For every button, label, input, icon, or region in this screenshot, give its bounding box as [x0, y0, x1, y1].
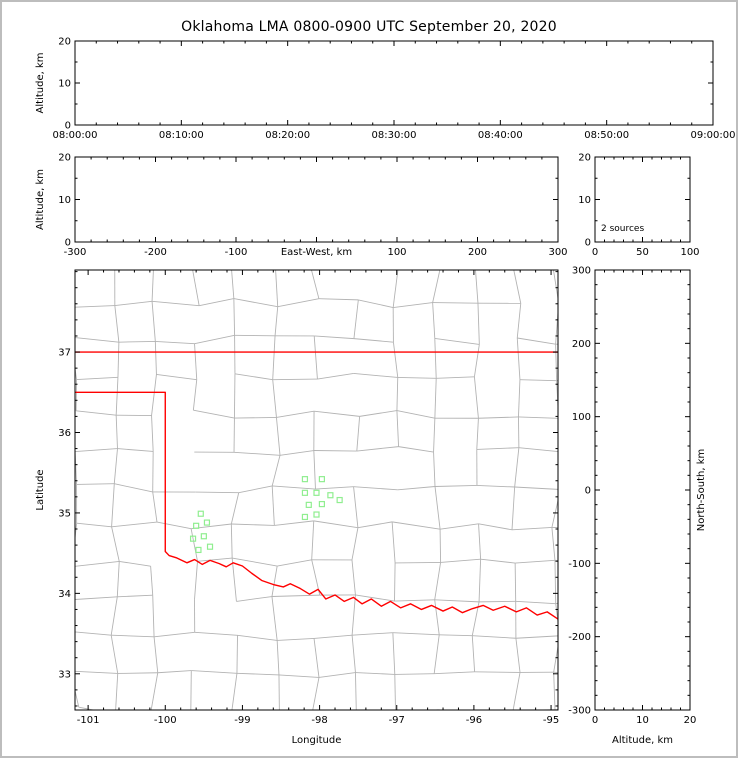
x-tick-label: 10 [636, 715, 649, 726]
y-tick-label: 33 [58, 669, 71, 680]
station-marker [318, 476, 325, 483]
x-tick-label: -95 [543, 715, 559, 726]
x-tick-label: 300 [548, 247, 567, 258]
y-tick-label: 34 [58, 589, 71, 600]
station-marker [336, 496, 343, 504]
x-tick-label: 0 [592, 247, 598, 258]
x-tick-label: -100 [225, 247, 248, 258]
tick-labels: 08:00:00 08:10:00 08:20:00 08:30:00 08:40:00… [53, 37, 736, 142]
panel-frame [74, 156, 559, 243]
station-marker [313, 489, 320, 496]
station-marker [318, 500, 325, 508]
station-marker [327, 492, 334, 499]
station-marker [301, 476, 309, 483]
x-tick-label: 08:50:00 [584, 130, 629, 141]
y-tick-label: 0 [65, 238, 71, 249]
x-tick-label: 08:30:00 [372, 130, 417, 141]
x-tick-label: 08:40:00 [478, 130, 523, 141]
x-axis-label-plan_view: Longitude [292, 735, 342, 746]
tick-labels: 0 10 20 -300 -200 -100 0 100 200 300 [568, 266, 696, 727]
x-tick-label: 08:00:00 [53, 130, 98, 141]
x-tick-label: -97 [389, 715, 405, 726]
x-axis-label-ns_altitude: Altitude, km [612, 735, 673, 746]
y-axis-label-ns_altitude: North-South, km [696, 449, 707, 532]
y-tick-label: -100 [568, 559, 591, 570]
tick-marks [594, 156, 691, 243]
x-tick-label: 08:20:00 [265, 130, 310, 141]
tick-marks [74, 156, 559, 243]
y-tick-label: 100 [572, 412, 591, 423]
x-tick-label: 200 [468, 247, 487, 258]
y-tick-label: 20 [58, 37, 71, 48]
panel-frame [594, 269, 691, 711]
y-tick-label: 200 [572, 339, 591, 350]
y-tick-label: 20 [58, 153, 71, 164]
x-tick-label: 50 [636, 247, 649, 258]
panel-ns_altitude[interactable]: 0 10 20 -300 -200 -100 0 100 200 300 Altitude, km N… [568, 266, 707, 747]
x-tick-label: 100 [680, 247, 699, 258]
station-marker [189, 535, 197, 542]
y-axis-label-ew_height: Altitude, km [35, 169, 46, 230]
x-tick-label: -96 [466, 715, 482, 726]
y-tick-label: 20 [578, 153, 591, 164]
panel-ew_height[interactable]: -300 -200 -100 100 200 300 0 10 20 East-West, km A… [35, 153, 568, 259]
tick-marks [75, 270, 558, 710]
x-tick-label: 100 [387, 247, 406, 258]
station-marker [206, 543, 214, 550]
x-tick-label: -101 [77, 715, 100, 726]
y-axis-label-plan_view: Latitude [35, 469, 46, 510]
panel-frame [74, 40, 714, 126]
plot-title: Oklahoma LMA 0800-0900 UTC September 20,… [181, 19, 557, 35]
state-border [75, 391, 558, 620]
y-tick-label: 10 [578, 195, 591, 206]
station-marker [313, 511, 320, 518]
x-tick-label: -200 [144, 247, 167, 258]
y-tick-label: 300 [572, 266, 591, 277]
station-marker [301, 489, 309, 496]
station-marker [305, 501, 312, 508]
county-boundaries [75, 270, 558, 710]
y-tick-label: 35 [58, 508, 71, 519]
tick-marks [594, 269, 691, 711]
station-marker [301, 513, 309, 521]
x-axis-label-ew_height: East-West, km [281, 247, 352, 258]
tick-labels: -300 -200 -100 100 200 300 0 10 20 [58, 153, 567, 259]
annotation-alt_hist: 2 sources [601, 224, 644, 234]
y-tick-label: 10 [58, 195, 71, 206]
station-marker [193, 522, 200, 529]
y-tick-label: -300 [568, 706, 591, 717]
x-tick-label: -100 [154, 715, 177, 726]
panel-alt_hist[interactable]: 0 50 100 0 10 20 2 sources [578, 153, 699, 259]
station-marker [203, 519, 211, 526]
y-tick-label: -200 [568, 632, 591, 643]
y-tick-label: 36 [58, 428, 71, 439]
y-tick-label: 0 [585, 486, 591, 497]
tick-labels: -101 -100 -99 -98 -97 -96 -95 33 34 35 36 37 [58, 348, 559, 726]
panel-frame [74, 269, 559, 711]
panel-plan_view[interactable]: -101 -100 -99 -98 -97 -96 -95 33 34 35 36 37 Longitu… [35, 262, 601, 746]
station-marker [197, 510, 204, 517]
x-tick-label: -300 [64, 247, 87, 258]
tick-marks [74, 40, 714, 126]
y-tick-label: 0 [65, 121, 71, 132]
x-tick-label: -98 [311, 715, 327, 726]
y-axis-label-time_height: Altitude, km [35, 53, 46, 114]
x-tick-label: 20 [684, 715, 697, 726]
station-marker [200, 533, 207, 540]
x-tick-label: -99 [234, 715, 250, 726]
y-tick-label: 0 [585, 238, 591, 249]
x-tick-label: 0 [592, 715, 598, 726]
tick-labels: 0 50 100 0 10 20 [578, 153, 699, 259]
y-tick-label: 10 [58, 79, 71, 90]
panel-time_height[interactable]: 08:00:00 08:10:00 08:20:00 08:30:00 08:40:00… [35, 37, 735, 142]
x-tick-label: 09:00:00 [691, 130, 736, 141]
station-marker [195, 546, 202, 554]
y-tick-label: 37 [58, 348, 71, 359]
x-tick-label: 08:10:00 [159, 130, 204, 141]
